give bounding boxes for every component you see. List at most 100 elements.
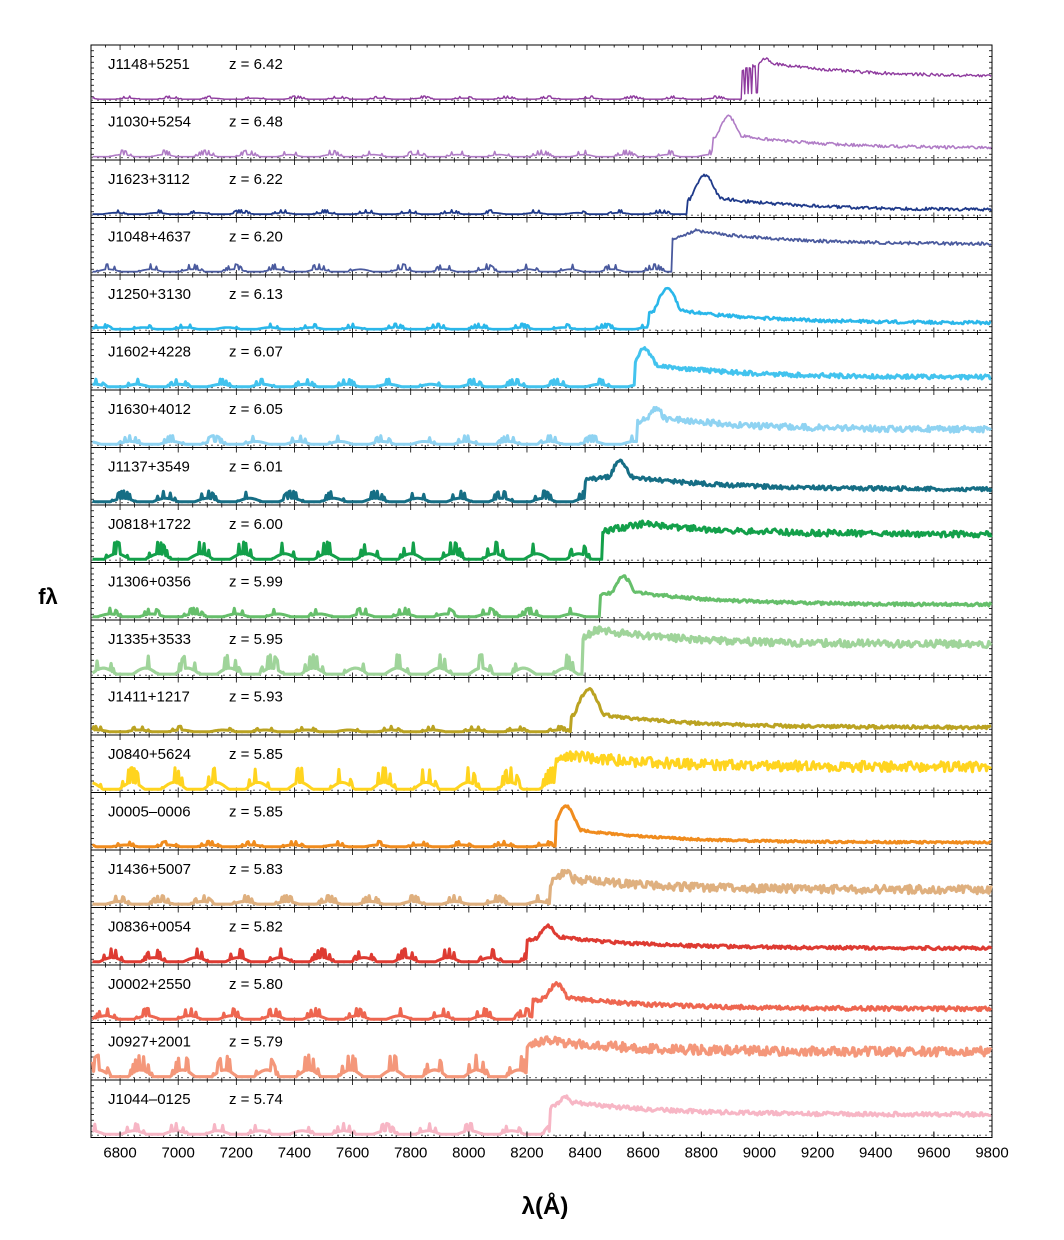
panel-frame	[90, 964, 993, 1023]
quasar-name-label: J0840+5624	[108, 746, 191, 763]
redshift-label: z = 5.80	[229, 976, 283, 993]
panel-ticks	[90, 217, 993, 275]
quasar-name-label: J1044–0125	[108, 1091, 191, 1108]
y-axis-label: fλ	[38, 584, 58, 609]
spectrum-line	[91, 458, 993, 504]
x-tick-label: 9400	[859, 1145, 892, 1162]
x-tick-label: 9600	[917, 1145, 950, 1162]
redshift-label: z = 5.79	[229, 1034, 283, 1051]
spectrum-line	[91, 57, 992, 100]
quasar-name-label: J0927+2001	[108, 1034, 191, 1051]
x-tick-label: 8400	[568, 1145, 601, 1162]
panel-ticks	[90, 390, 993, 448]
x-tick-label: 7600	[336, 1145, 369, 1162]
quasar-name-label: J1148+5251	[108, 56, 190, 73]
quasar-name-label: J1411+1217	[108, 689, 190, 706]
x-tick-label: 7400	[278, 1145, 311, 1162]
spectrum-line	[91, 981, 993, 1021]
redshift-label: z = 6.13	[229, 286, 283, 303]
redshift-label: z = 5.74	[229, 1091, 283, 1108]
panel-ticks	[90, 562, 993, 620]
spectrum-panel: J1630+4012 z = 6.05	[90, 389, 993, 448]
spectrum-line	[90, 1035, 993, 1079]
redshift-label: z = 5.85	[229, 746, 283, 763]
quasar-name-label: J1335+3533	[108, 631, 191, 648]
redshift-label: z = 5.99	[229, 574, 283, 591]
panel-frame	[90, 44, 993, 103]
spectrum-panels: J1148+5251 z = 6.42 J1030+5254 z = 6.48 J162…	[90, 44, 993, 1138]
spectrum-panel: J1030+5254 z = 6.48	[90, 102, 993, 161]
panel-frame	[90, 907, 993, 966]
spectrum-panel: J1048+4637 z = 6.20	[90, 217, 993, 276]
spectrum-line	[91, 868, 993, 906]
redshift-label: z = 5.85	[229, 804, 283, 821]
redshift-label: z = 6.42	[229, 56, 283, 73]
x-axis-label: λ(Å)	[522, 1192, 569, 1220]
quasar-name-label: J0002+2550	[108, 976, 191, 993]
quasar-name-label: J1623+3112	[108, 171, 190, 188]
spectrum-panel: J0818+1722 z = 6.00	[90, 504, 993, 563]
quasar-name-label: J1137+3549	[108, 459, 190, 476]
spectrum-line	[92, 346, 992, 389]
spectrum-panel: J1335+3533 z = 5.95	[90, 619, 993, 678]
redshift-label: z = 6.00	[229, 516, 283, 533]
spectrum-line	[92, 519, 993, 561]
redshift-label: z = 6.22	[229, 171, 283, 188]
x-tick-label: 8000	[452, 1145, 485, 1162]
spectrum-panel: J1306+0356 z = 5.99	[90, 562, 993, 621]
panel-frame	[90, 389, 993, 448]
spectrum-panel: J1623+3112 z = 6.22	[90, 159, 993, 218]
panel-frame	[90, 217, 993, 276]
spectrum-line	[91, 286, 992, 331]
x-tick-label: 8800	[685, 1145, 718, 1162]
spectrum-line	[92, 114, 992, 158]
spectrum-line	[92, 228, 992, 273]
quasar-name-label: J1250+3130	[108, 286, 191, 303]
spectrum-panel: J1436+5007 z = 5.83	[90, 849, 993, 908]
panel-ticks	[90, 965, 993, 1023]
panel-frame	[90, 849, 993, 908]
quasar-name-label: J1030+5254	[108, 114, 191, 131]
spectrum-panel: J1411+1217 z = 5.93	[90, 677, 993, 736]
spectrum-panel: J1602+4228 z = 6.07	[90, 332, 993, 391]
x-tick-label: 8600	[627, 1145, 660, 1162]
panel-ticks	[90, 1080, 993, 1138]
spectrum-line	[91, 750, 992, 791]
spectrum-panel: J0836+0054 z = 5.82	[90, 907, 993, 966]
panel-frame	[90, 274, 993, 333]
panel-frame	[90, 562, 993, 621]
panel-ticks	[90, 45, 993, 103]
panel-ticks	[90, 275, 993, 333]
spectrum-line	[91, 625, 993, 676]
redshift-label: z = 6.20	[229, 229, 283, 246]
panel-ticks	[90, 907, 993, 965]
spectrum-panel: J0005–0006 z = 5.85	[90, 792, 993, 851]
x-tick-label: 8200	[510, 1145, 543, 1162]
spectrum-line	[92, 1094, 992, 1136]
spectrum-panel: J0927+2001 z = 5.79	[90, 1022, 993, 1081]
quasar-name-label: J0836+0054	[108, 919, 191, 936]
redshift-label: z = 5.83	[229, 861, 283, 878]
quasar-name-label: J1630+4012	[108, 401, 191, 418]
spectrum-panel: J1137+3549 z = 6.01	[90, 447, 993, 506]
x-tick-label: 7200	[220, 1145, 253, 1162]
spectrum-line	[91, 804, 992, 849]
spectrum-line	[92, 574, 993, 619]
quasar-name-label: J0818+1722	[108, 516, 191, 533]
redshift-label: z = 5.95	[229, 631, 283, 648]
x-tick-label: 6800	[103, 1145, 136, 1162]
spectrum-panel: J1044–0125 z = 5.74	[90, 1079, 993, 1138]
redshift-label: z = 6.48	[229, 114, 283, 131]
spectrum-line	[92, 173, 992, 216]
redshift-label: z = 5.82	[229, 919, 283, 936]
panel-frame	[90, 1079, 993, 1138]
spectrum-line	[92, 405, 993, 446]
quasar-name-label: J1436+5007	[108, 861, 191, 878]
spectrum-panel: J0002+2550 z = 5.80	[90, 964, 993, 1023]
redshift-label: z = 6.07	[229, 344, 283, 361]
x-tick-label: 7000	[162, 1145, 195, 1162]
quasar-name-label: J0005–0006	[108, 804, 191, 821]
x-tick-label: 7800	[394, 1145, 427, 1162]
quasar-name-label: J1306+0356	[108, 574, 191, 591]
